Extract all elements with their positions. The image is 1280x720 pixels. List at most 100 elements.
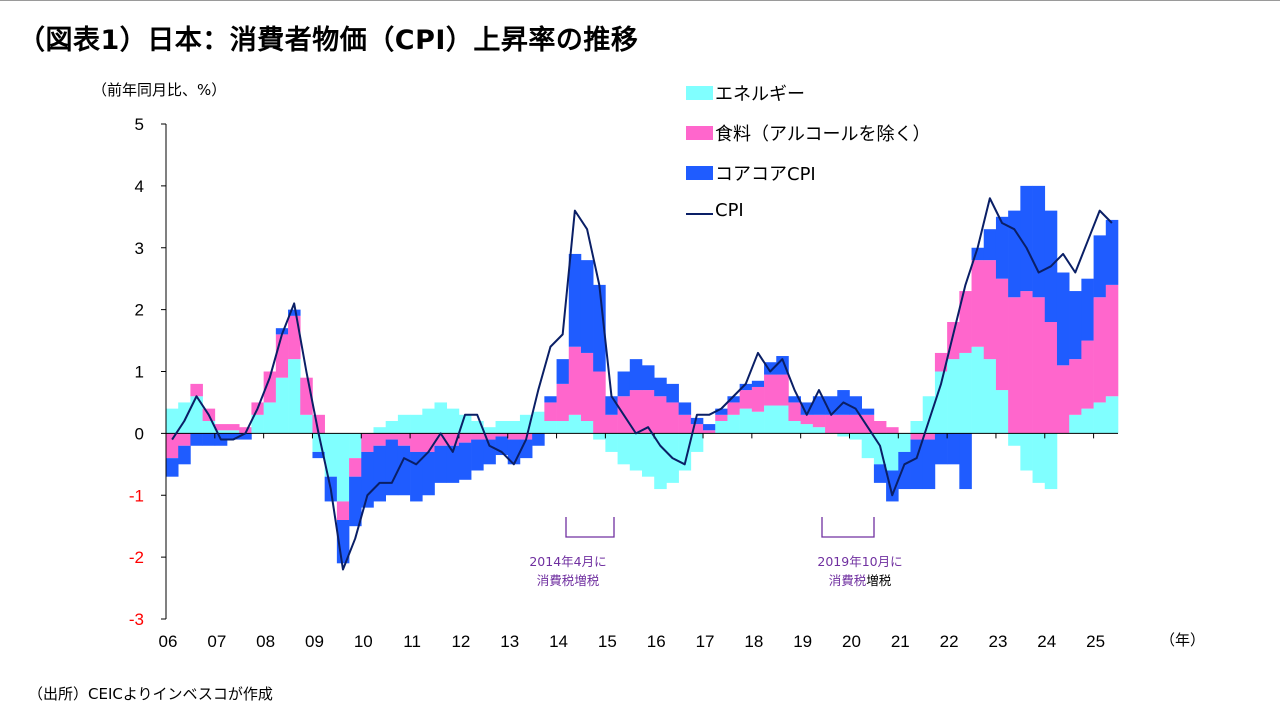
bar-energy-11Q2 [422, 408, 435, 434]
bar-energy-21Q4 [934, 371, 948, 434]
bar-food-15Q3 [629, 390, 643, 434]
bar-core-core-20Q3 [873, 464, 887, 483]
bar-energy-11Q4 [446, 408, 460, 434]
bar-energy-14Q3 [580, 421, 594, 434]
bar-energy-13Q3 [532, 411, 545, 434]
bar-energy-25Q1 [1093, 402, 1107, 434]
bar-core-core-12Q3 [483, 439, 496, 465]
bar-food-23Q2 [1008, 297, 1021, 434]
bar-food-09Q3 [336, 501, 350, 520]
bar-core-core-12Q1 [458, 442, 472, 480]
x-tick-label-22: 22 [940, 632, 959, 651]
bar-core-core-22Q4 [983, 229, 997, 261]
bar-core-core-10Q1 [361, 451, 374, 508]
bar-energy-15Q3 [629, 433, 643, 471]
bar-energy-25Q2 [1105, 396, 1119, 434]
bar-core-core-13Q3 [532, 433, 545, 446]
bar-food-18Q4 [788, 402, 801, 421]
bar-energy-07Q2 [227, 430, 240, 434]
bar-food-19Q1 [800, 414, 814, 425]
bar-energy-08Q4 [300, 414, 313, 434]
y-tick-label-2: 2 [135, 301, 144, 320]
bar-core-core-22Q1 [947, 433, 960, 465]
bar-energy-20Q1 [849, 433, 862, 440]
bar-energy-20Q2 [861, 433, 875, 459]
bar-energy-19Q4 [837, 433, 850, 437]
x-tick-label-23: 23 [988, 632, 1007, 651]
bar-energy-10Q3 [385, 421, 399, 434]
bar-energy-22Q2 [959, 352, 972, 434]
bar-food-18Q2 [764, 374, 777, 406]
bar-food-20Q3 [873, 421, 887, 434]
bar-energy-16Q4 [690, 433, 704, 452]
annotation-2019-line2a: 消費税 [828, 573, 867, 588]
bar-energy-13Q4 [544, 421, 557, 434]
y-tick-label-3: 3 [135, 239, 144, 258]
bar-energy-07Q1 [214, 430, 228, 434]
annotation-2019-line2: 消費税増税 [803, 571, 917, 590]
bar-food-06Q1 [166, 433, 179, 459]
bar-food-16Q1 [654, 396, 667, 434]
bar-core-core-23Q3 [1020, 185, 1033, 292]
y-tick-label-0: 0 [135, 424, 144, 443]
bar-energy-23Q2 [1008, 433, 1021, 446]
bar-energy-14Q2 [568, 414, 582, 434]
bar-food-19Q4 [837, 414, 850, 434]
bar-food-21Q2 [910, 433, 924, 440]
bar-food-16Q2 [666, 402, 679, 434]
x-tick-label-10: 10 [354, 632, 373, 651]
bar-core-core-16Q4 [690, 417, 704, 425]
bar-energy-11Q1 [410, 414, 423, 434]
bar-energy-15Q2 [617, 433, 631, 465]
bar-core-core-17Q1 [703, 424, 716, 431]
bar-energy-21Q2 [910, 421, 924, 434]
bar-food-12Q3 [483, 433, 496, 440]
bar-energy-10Q2 [373, 427, 386, 434]
bar-food-14Q3 [580, 352, 594, 421]
bar-energy-24Q4 [1081, 408, 1094, 434]
bar-energy-20Q4 [886, 433, 899, 471]
bar-core-core-09Q1 [312, 451, 325, 459]
bar-food-10Q1 [361, 433, 374, 452]
x-tick-label-08: 08 [256, 632, 275, 651]
x-tick-label-19: 19 [793, 632, 812, 651]
bar-food-24Q3 [1069, 359, 1082, 415]
x-tick-label-07: 07 [207, 632, 226, 651]
bar-energy-17Q4 [739, 408, 753, 434]
bar-core-core-10Q3 [385, 439, 399, 496]
source-note: （出所）CEICよりインベスコが作成 [28, 685, 273, 703]
legend-swatch-food [686, 126, 713, 140]
legend-label-core-core: コアコアCPI [715, 164, 816, 185]
bar-food-07Q3 [239, 427, 252, 434]
bar-food-16Q4 [690, 424, 704, 434]
bar-core-core-24Q4 [1081, 278, 1094, 341]
bar-core-core-17Q3 [727, 396, 740, 403]
bar-core-core-25Q2 [1105, 219, 1119, 285]
bar-food-08Q1 [263, 371, 277, 403]
x-tick-label-06: 06 [159, 632, 178, 651]
bar-energy-08Q2 [275, 377, 289, 434]
bar-core-core-22Q2 [959, 433, 972, 490]
bar-energy-11Q3 [434, 402, 448, 434]
bar-food-24Q2 [1056, 365, 1070, 434]
bar-food-23Q4 [1032, 297, 1046, 434]
bar-food-10Q2 [373, 433, 386, 446]
bar-energy-18Q4 [788, 421, 801, 434]
bar-food-14Q1 [556, 383, 570, 422]
bar-core-core-15Q2 [617, 371, 631, 397]
bar-energy-08Q1 [263, 402, 277, 434]
bar-core-core-21Q4 [934, 433, 948, 465]
legend-line-cpi [686, 213, 713, 215]
bar-energy-22Q4 [983, 359, 997, 434]
bar-core-core-12Q2 [471, 439, 484, 471]
bar-food-18Q3 [776, 374, 789, 406]
bar-food-11Q1 [410, 433, 423, 452]
chart-title: （図表1）日本：消費者物価（CPI）上昇率の推移 [18, 25, 639, 56]
bar-food-20Q1 [849, 414, 862, 434]
bar-energy-16Q1 [654, 433, 667, 490]
bar-core-core-21Q2 [910, 439, 924, 490]
x-tick-label-12: 12 [451, 632, 470, 651]
bar-energy-17Q3 [727, 414, 740, 434]
bar-food-10Q4 [397, 433, 411, 446]
